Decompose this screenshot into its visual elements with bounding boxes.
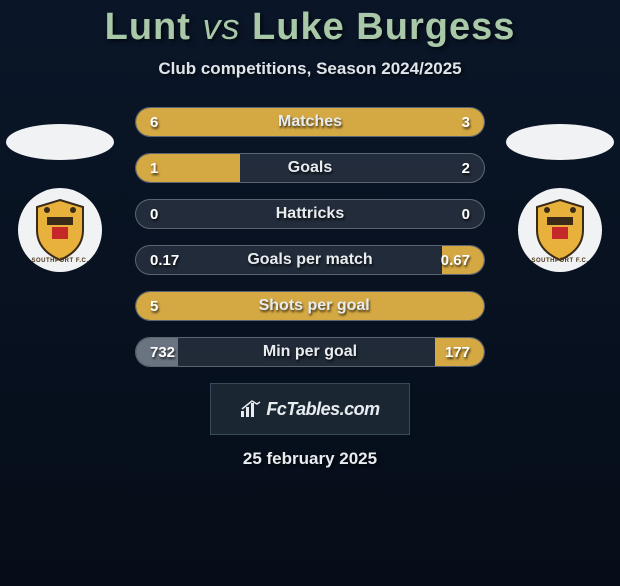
club-name-left: SOUTHPORT F.C. xyxy=(31,258,88,264)
stat-label: Goals per match xyxy=(179,251,441,269)
stat-row: 5Shots per goal xyxy=(135,291,485,321)
player2-name: Luke Burgess xyxy=(252,6,515,48)
stat-value-right: 0 xyxy=(462,206,484,223)
club-name-right: SOUTHPORT F.C. xyxy=(531,258,588,264)
stat-value-left: 5 xyxy=(136,298,158,315)
player1-name: Lunt xyxy=(105,6,191,48)
stat-row: 0.17Goals per match0.67 xyxy=(135,245,485,275)
stat-value-right: 3 xyxy=(462,114,484,131)
shield-icon xyxy=(25,195,95,265)
subtitle: Club competitions, Season 2024/2025 xyxy=(0,59,620,79)
shield-icon xyxy=(525,195,595,265)
player2-silhouette xyxy=(506,124,614,160)
stat-value-right: 0.67 xyxy=(441,252,484,269)
stat-label: Goals xyxy=(158,159,461,177)
stat-label: Min per goal xyxy=(175,343,445,361)
stat-value-left: 6 xyxy=(136,114,158,131)
stat-row: 6Matches3 xyxy=(135,107,485,137)
stat-row: 1Goals2 xyxy=(135,153,485,183)
vs-word: vs xyxy=(202,6,240,47)
stat-value-left: 732 xyxy=(136,344,175,361)
stat-value-right: 2 xyxy=(462,160,484,177)
stat-label: Shots per goal xyxy=(158,297,470,315)
stat-label: Hattricks xyxy=(158,205,461,223)
stat-value-left: 1 xyxy=(136,160,158,177)
stat-value-right: 177 xyxy=(445,344,484,361)
player1-club-badge: SOUTHPORT F.C. xyxy=(18,188,102,272)
player1-silhouette xyxy=(6,124,114,160)
stat-value-left: 0 xyxy=(136,206,158,223)
player2-club-badge: SOUTHPORT F.C. xyxy=(518,188,602,272)
stats-container: 6Matches3 1Goals2 0Hattricks0 0.17Goals per… xyxy=(135,107,485,367)
stat-row: 732Min per goal177 xyxy=(135,337,485,367)
footer-logo[interactable]: FcTables.com xyxy=(210,383,410,435)
stat-value-left: 0.17 xyxy=(136,252,179,269)
chart-icon xyxy=(240,400,262,418)
stat-row: 0Hattricks0 xyxy=(135,199,485,229)
page-title: Lunt vs Luke Burgess xyxy=(0,6,620,49)
player2-side: SOUTHPORT F.C. xyxy=(506,124,614,272)
player1-side: SOUTHPORT F.C. xyxy=(6,124,114,272)
stat-label: Matches xyxy=(158,113,461,131)
date-line: 25 february 2025 xyxy=(0,449,620,469)
footer-site: FcTables.com xyxy=(266,399,379,420)
